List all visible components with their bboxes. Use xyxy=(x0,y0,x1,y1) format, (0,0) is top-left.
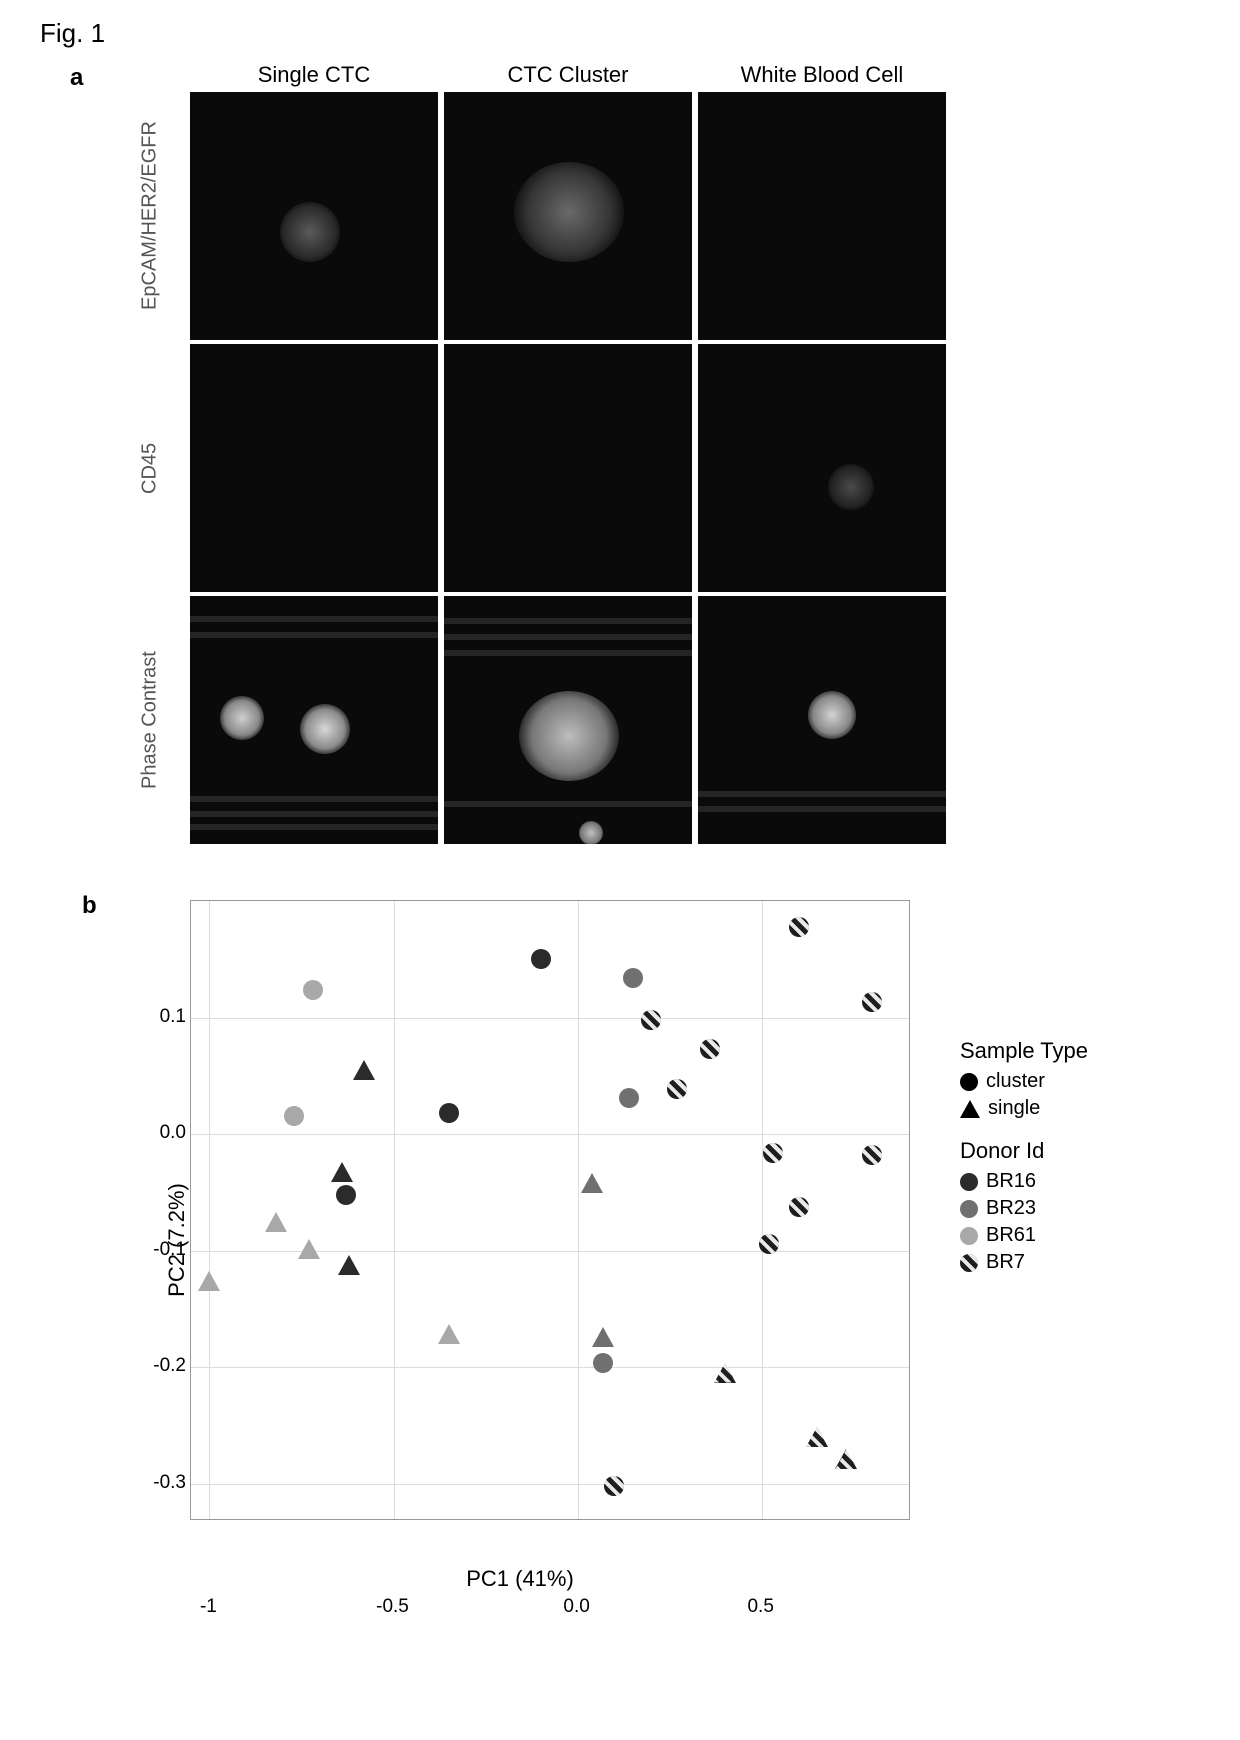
panel-a-col-headers: Single CTC CTC Cluster White Blood Cell xyxy=(190,62,970,88)
scatter-point xyxy=(284,1106,304,1126)
scatter-point xyxy=(336,1185,356,1205)
scatter-point xyxy=(198,1271,220,1291)
scatter-point xyxy=(763,1143,783,1163)
legend-item: BR61 xyxy=(960,1224,1088,1247)
y-tick: -0.2 xyxy=(152,1355,186,1377)
micrograph xyxy=(698,92,946,340)
scatter-point xyxy=(338,1255,360,1275)
scatter-point xyxy=(265,1212,287,1232)
scatter-point xyxy=(593,1353,613,1373)
y-tick: -0.1 xyxy=(152,1239,186,1261)
x-tick: -1 xyxy=(200,1596,217,1618)
scatter-point xyxy=(303,980,323,1000)
y-tick: -0.3 xyxy=(152,1472,186,1494)
scatter-point xyxy=(592,1327,614,1347)
scatter-point xyxy=(862,992,882,1012)
micrograph xyxy=(444,344,692,592)
scatter-point xyxy=(531,949,551,969)
col-header: White Blood Cell xyxy=(698,62,946,88)
panel-a-row: Phase Contrast xyxy=(110,596,970,844)
scatter-chart: PC2 (7.2%) PC1 (41%) -1-0.50.00.5-0.3-0.… xyxy=(110,890,930,1590)
y-tick: 0.1 xyxy=(152,1006,186,1028)
x-tick: 0.5 xyxy=(747,1596,773,1618)
panel-a-row: EpCAM/HER2/EGFR xyxy=(110,92,970,340)
scatter-point xyxy=(353,1060,375,1080)
legend-donor-title: Donor Id xyxy=(960,1138,1088,1164)
scatter-point xyxy=(619,1088,639,1108)
micrograph xyxy=(444,596,692,844)
legend-item: cluster xyxy=(960,1070,1088,1093)
scatter-point xyxy=(439,1103,459,1123)
panel-b: PC2 (7.2%) PC1 (41%) -1-0.50.00.5-0.3-0.… xyxy=(110,890,1190,1590)
scatter-point xyxy=(623,968,643,988)
legend-item: single xyxy=(960,1097,1088,1120)
scatter-point xyxy=(789,1197,809,1217)
scatter-point xyxy=(298,1239,320,1259)
col-header: CTC Cluster xyxy=(444,62,692,88)
row-label: EpCAM/HER2/EGFR xyxy=(110,92,190,340)
micrograph xyxy=(190,92,438,340)
scatter-point xyxy=(806,1427,828,1447)
legend-item: BR16 xyxy=(960,1170,1088,1193)
micrograph xyxy=(698,596,946,844)
scatter-point xyxy=(581,1173,603,1193)
legend-item: BR7 xyxy=(960,1251,1088,1274)
plot-area xyxy=(190,900,910,1520)
scatter-point xyxy=(331,1162,353,1182)
scatter-point xyxy=(835,1449,857,1469)
micrograph xyxy=(444,92,692,340)
micrograph xyxy=(698,344,946,592)
x-tick: -0.5 xyxy=(376,1596,409,1618)
scatter-point xyxy=(789,917,809,937)
micrograph xyxy=(190,344,438,592)
row-label: CD45 xyxy=(110,344,190,592)
panel-a-row: CD45 xyxy=(110,344,970,592)
panel-a: Single CTC CTC Cluster White Blood Cell … xyxy=(110,62,970,844)
legend-sampletype-title: Sample Type xyxy=(960,1038,1088,1064)
scatter-point xyxy=(667,1079,687,1099)
x-axis-label: PC1 (41%) xyxy=(466,1566,574,1592)
legend: Sample Type cluster single Donor Id BR16 B… xyxy=(960,1020,1088,1278)
scatter-point xyxy=(759,1234,779,1254)
scatter-point xyxy=(438,1324,460,1344)
figure-title: Fig. 1 xyxy=(40,18,105,49)
row-label: Phase Contrast xyxy=(110,596,190,844)
panel-a-label: a xyxy=(70,64,83,92)
scatter-point xyxy=(604,1476,624,1496)
y-tick: 0.0 xyxy=(152,1122,186,1144)
scatter-point xyxy=(700,1039,720,1059)
legend-item: BR23 xyxy=(960,1197,1088,1220)
scatter-point xyxy=(714,1363,736,1383)
panel-b-label: b xyxy=(82,892,97,920)
col-header: Single CTC xyxy=(190,62,438,88)
scatter-point xyxy=(641,1010,661,1030)
micrograph xyxy=(190,596,438,844)
x-tick: 0.0 xyxy=(563,1596,589,1618)
scatter-point xyxy=(862,1145,882,1165)
